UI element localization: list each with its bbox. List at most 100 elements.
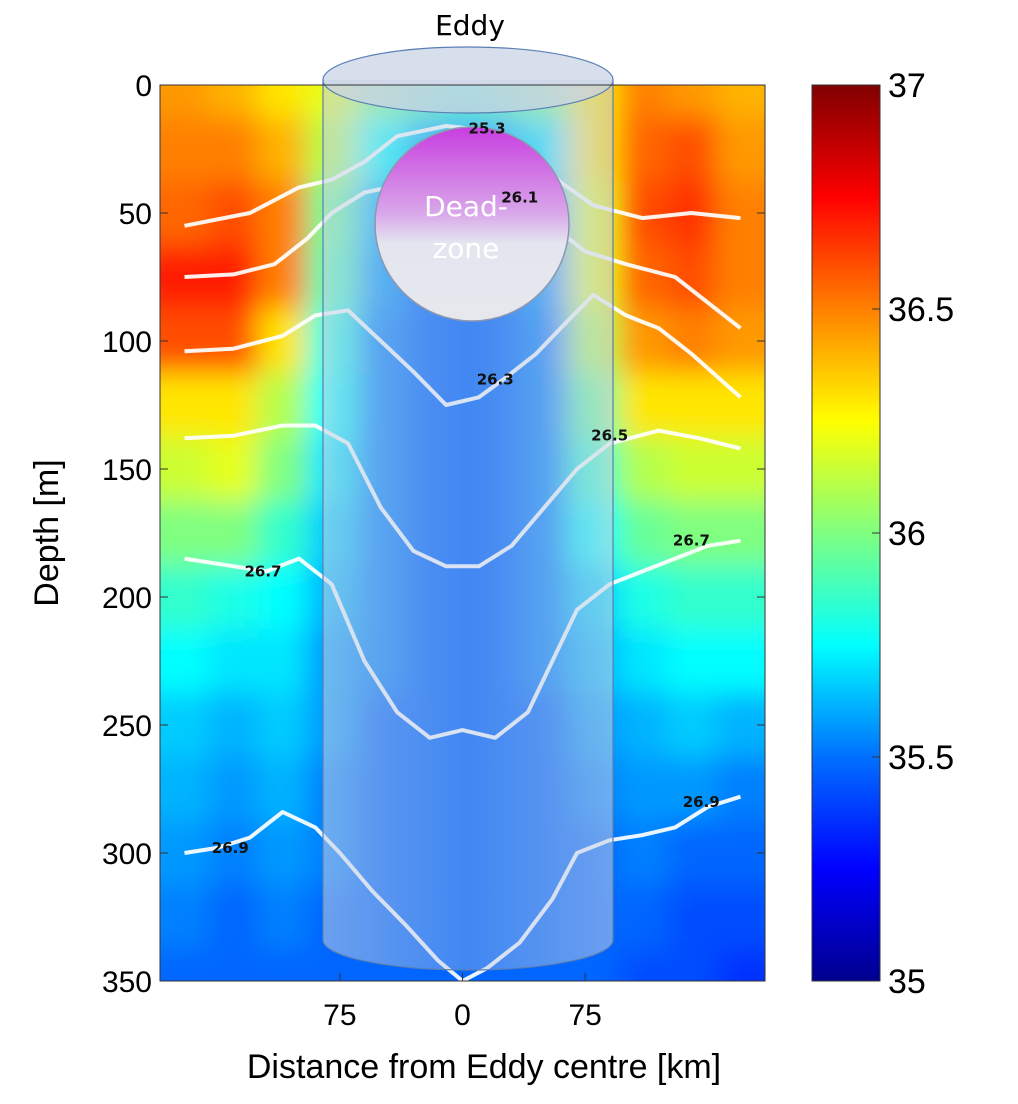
heatmap-cell bbox=[160, 693, 211, 758]
heatmap-cell bbox=[209, 117, 260, 182]
heatmap-cell bbox=[258, 437, 309, 502]
contour-label: 26.7 bbox=[673, 532, 710, 550]
colorbar-tick-label: 36.5 bbox=[888, 291, 954, 329]
heatmap-cell bbox=[715, 629, 765, 694]
heatmap-cell bbox=[160, 885, 211, 950]
heatmap-cell bbox=[258, 821, 309, 886]
heatmap-cell bbox=[617, 565, 668, 630]
heatmap-cell bbox=[258, 949, 309, 981]
heatmap-cell bbox=[715, 757, 765, 822]
x-axis: 75 0 75 bbox=[323, 973, 602, 1032]
y-tick-label: 100 bbox=[102, 326, 152, 359]
heatmap-cell bbox=[258, 85, 309, 118]
y-tick-label: 200 bbox=[102, 582, 152, 615]
contour-label: 25.3 bbox=[469, 120, 506, 138]
heatmap-cell bbox=[160, 629, 211, 694]
heatmap-cell bbox=[258, 629, 309, 694]
colorbar-tick-label: 36 bbox=[888, 515, 926, 553]
colorbar: 35 35.5 36 36.5 37 bbox=[811, 67, 954, 1001]
heatmap-cell bbox=[258, 181, 309, 246]
heatmap-cell bbox=[617, 693, 668, 758]
heatmap-cell bbox=[258, 117, 309, 182]
heatmap-cell bbox=[715, 565, 765, 630]
heatmap-cell bbox=[617, 629, 668, 694]
y-tick-label: 350 bbox=[102, 966, 152, 999]
heatmap-cell bbox=[209, 693, 260, 758]
heatmap-cell bbox=[160, 437, 211, 502]
heatmap-cell bbox=[617, 885, 668, 950]
colorbar-tick-label: 35 bbox=[888, 963, 926, 1001]
heatmap-cell bbox=[209, 437, 260, 502]
deadzone-sphere: Dead- zone bbox=[374, 126, 570, 322]
x-axis-title: Distance from Eddy centre [km] bbox=[247, 1048, 721, 1086]
x-tick-label: 75 bbox=[568, 999, 601, 1032]
heatmap-cell bbox=[258, 885, 309, 950]
heatmap-cell bbox=[715, 309, 765, 374]
heatmap-cell bbox=[160, 85, 211, 118]
heatmap-cell bbox=[209, 757, 260, 822]
heatmap-cell bbox=[666, 501, 717, 566]
heatmap-cell bbox=[666, 117, 717, 182]
heatmap-cell bbox=[209, 501, 260, 566]
heatmap-cell bbox=[666, 821, 717, 886]
heatmap-cell bbox=[666, 85, 717, 118]
heatmap-cell bbox=[160, 373, 211, 438]
heatmap-cell bbox=[160, 565, 211, 630]
heatmap-cell bbox=[715, 693, 765, 758]
heatmap-cell bbox=[666, 373, 717, 438]
heatmap-cell bbox=[617, 117, 668, 182]
heatmap-cell bbox=[715, 885, 765, 950]
heatmap-cell bbox=[715, 117, 765, 182]
x-tick-label: 0 bbox=[454, 999, 471, 1032]
contour-label: 26.5 bbox=[591, 427, 628, 445]
heatmap-cell bbox=[666, 757, 717, 822]
deadzone-circle bbox=[374, 126, 570, 322]
colorbar-gradient bbox=[811, 84, 881, 982]
contour-label: 26.3 bbox=[477, 370, 514, 388]
heatmap-cell bbox=[209, 821, 260, 886]
heatmap-cell bbox=[258, 501, 309, 566]
heatmap-cell bbox=[160, 949, 211, 981]
heatmap-cell bbox=[715, 85, 765, 118]
heatmap-cell bbox=[160, 181, 211, 246]
heatmap-cell bbox=[715, 245, 765, 310]
heatmap-cell bbox=[666, 437, 717, 502]
colorbar-tick-label: 35.5 bbox=[888, 739, 954, 777]
heatmap-cell bbox=[617, 245, 668, 310]
heatmap-cell bbox=[666, 885, 717, 950]
contour-label: 26.7 bbox=[245, 562, 282, 580]
heatmap-cell bbox=[617, 949, 668, 981]
contour-line-26-9 bbox=[184, 794, 742, 981]
heatmap-cell bbox=[209, 885, 260, 950]
heatmap-cell bbox=[160, 757, 211, 822]
heatmap-cell bbox=[715, 181, 765, 246]
y-tick-label: 0 bbox=[135, 70, 152, 103]
heatmap-cell bbox=[617, 437, 668, 502]
eddy-cylinder-top bbox=[322, 46, 614, 114]
colorbar-tick-label: 37 bbox=[888, 67, 926, 105]
heatmap-cell bbox=[666, 565, 717, 630]
heatmap-cell bbox=[617, 501, 668, 566]
y-axis: 0 50 100 150 200 250 300 350 bbox=[102, 70, 765, 999]
heatmap-cell bbox=[209, 85, 260, 118]
heatmap-cell bbox=[258, 245, 309, 310]
y-tick-label: 250 bbox=[102, 710, 152, 743]
heatmap-cell bbox=[666, 949, 717, 981]
heatmap-cell bbox=[209, 949, 260, 981]
heatmap-cell bbox=[715, 373, 765, 438]
y-axis-title: Depth [m] bbox=[28, 459, 66, 606]
deadzone-label-line2: zone bbox=[433, 232, 500, 265]
heatmap-cell bbox=[209, 245, 260, 310]
y-tick-label: 300 bbox=[102, 838, 152, 871]
deadzone-label-line1: Dead- bbox=[424, 190, 508, 223]
heatmap-cell bbox=[209, 629, 260, 694]
heatmap-cell bbox=[715, 949, 765, 981]
heatmap-cell bbox=[617, 85, 668, 118]
heatmap-cell bbox=[160, 117, 211, 182]
heatmap-cell bbox=[209, 309, 260, 374]
heatmap-cell bbox=[666, 693, 717, 758]
heatmap-cell bbox=[160, 501, 211, 566]
heatmap-cell bbox=[715, 821, 765, 886]
contour-label: 26.9 bbox=[212, 839, 249, 857]
heatmap-cell bbox=[617, 757, 668, 822]
